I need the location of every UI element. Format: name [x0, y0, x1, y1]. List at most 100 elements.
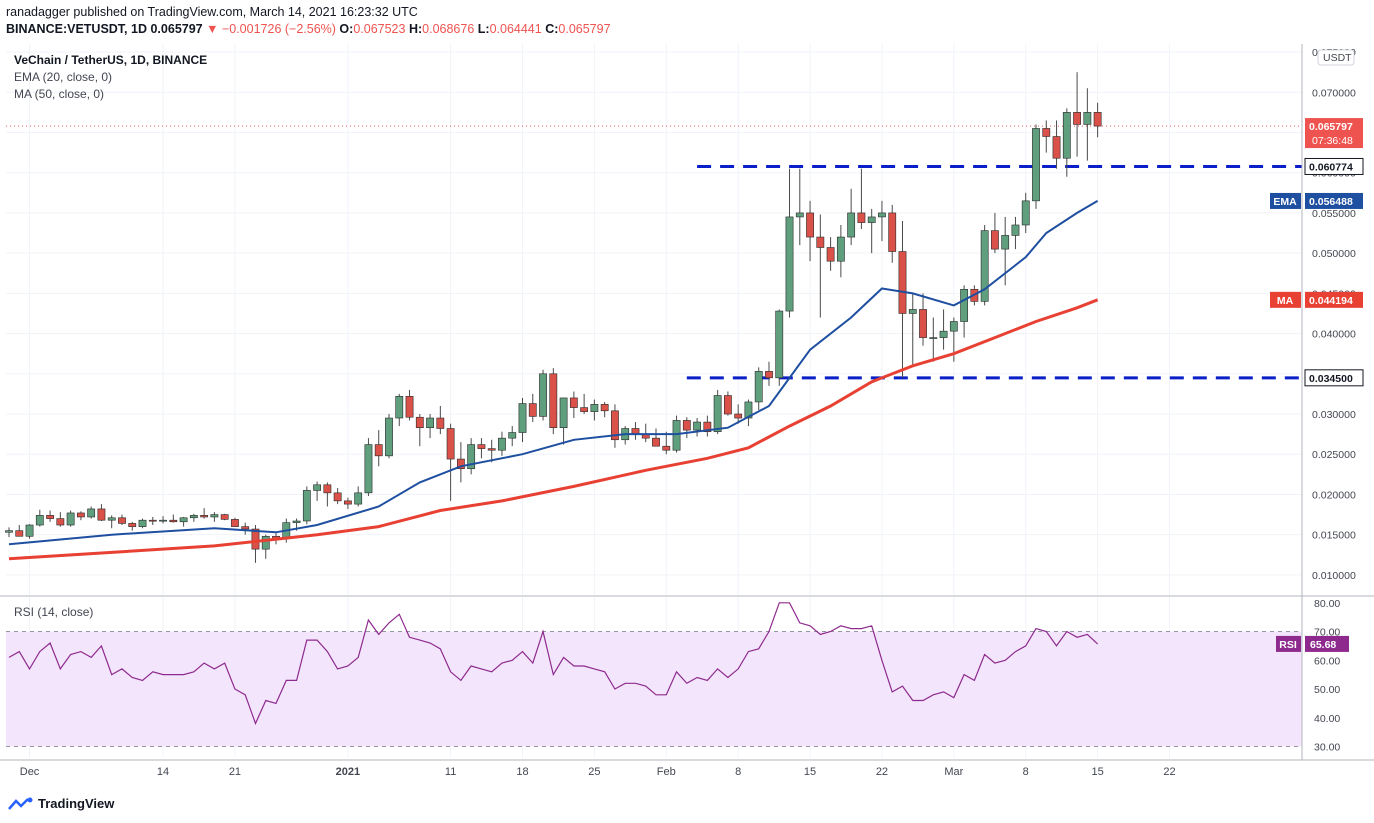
- ema-label-value: 0.056488: [1309, 196, 1353, 208]
- currency-badge-box: [1317, 49, 1355, 66]
- candle-body-down: [220, 514, 229, 520]
- candle: [816, 214, 825, 318]
- chart-header: ranadagger published on TradingView.com,…: [6, 4, 611, 38]
- candle: [580, 393, 589, 415]
- candle-body-up: [518, 403, 527, 433]
- candle: [1083, 88, 1092, 161]
- candle-body-up: [1001, 235, 1010, 250]
- legend-ema: EMA (20, close, 0): [14, 70, 112, 84]
- candle-body-up: [210, 514, 219, 518]
- candle: [148, 516, 157, 526]
- candle: [374, 430, 383, 467]
- candle-body-down: [662, 445, 671, 451]
- time-tick-label: 11: [445, 766, 456, 778]
- candle: [980, 224, 989, 306]
- candle-body-down: [806, 212, 814, 238]
- ma-label: MA 0.044194: [1270, 291, 1363, 308]
- candle: [261, 534, 270, 559]
- candle: [189, 513, 198, 522]
- level-label-box: [1304, 157, 1364, 175]
- time-tick-label: 22: [1163, 766, 1175, 778]
- candle: [929, 317, 938, 362]
- candle-body-up: [949, 321, 958, 332]
- candle: [46, 510, 54, 522]
- candle-body-down: [652, 437, 660, 447]
- candle: [128, 521, 137, 531]
- candle: [323, 482, 332, 507]
- candle-body-down: [600, 404, 609, 412]
- rsi-tick-label: 60.00: [1314, 655, 1340, 667]
- candle-body-up: [292, 520, 301, 523]
- time-tick-label: 15: [804, 766, 816, 778]
- price-tick-label: 0.030000: [1312, 409, 1356, 421]
- candle: [765, 361, 773, 386]
- open-value: 0.067523: [353, 22, 406, 36]
- candle-body-down: [76, 512, 85, 518]
- candle: [836, 224, 845, 278]
- candle-body-up: [785, 216, 794, 312]
- price-tick-label: 0.070000: [1312, 87, 1356, 99]
- candle: [785, 168, 794, 318]
- candle: [1052, 120, 1061, 169]
- time-tick-label: 14: [157, 766, 169, 778]
- candle: [179, 516, 188, 527]
- footer-brand: TradingView: [38, 796, 115, 811]
- low-value: 0.064441: [489, 22, 542, 36]
- candle-body-down: [765, 371, 773, 379]
- candle-body-down: [703, 421, 712, 433]
- candle-body-down: [898, 251, 907, 314]
- candle: [569, 391, 578, 419]
- time-tick-label: 25: [588, 766, 600, 778]
- candle-body-up: [929, 337, 938, 339]
- candle: [908, 293, 917, 366]
- low-label: L:: [477, 22, 490, 36]
- candle: [723, 391, 732, 416]
- candle: [991, 212, 999, 254]
- candle-body-up: [939, 330, 948, 338]
- candle: [960, 285, 969, 338]
- price-tick-label: 0.040000: [1312, 329, 1356, 341]
- candle-body-up: [1011, 224, 1020, 236]
- candle: [395, 393, 404, 427]
- candle-body-down: [251, 528, 260, 550]
- price-change: ▼ −0.001726 (−2.56%): [206, 22, 336, 36]
- candle: [1032, 124, 1040, 209]
- price-tick-label: 0.055000: [1312, 208, 1356, 220]
- candle-body-down: [436, 417, 445, 429]
- countdown: 07:36:48: [1312, 135, 1353, 147]
- candle-body-up: [672, 420, 681, 451]
- candle-body-up: [775, 310, 784, 379]
- candle-body-down: [56, 518, 65, 526]
- rsi-value: 65.68: [1310, 639, 1336, 651]
- price-tick-label: 0.020000: [1312, 489, 1356, 501]
- candle-body-up: [354, 492, 363, 505]
- candle: [867, 208, 876, 254]
- rsi-tick-label: 70.00: [1314, 627, 1340, 639]
- candle: [487, 439, 496, 463]
- candle: [66, 510, 75, 527]
- candle: [436, 405, 445, 435]
- candle-body-up: [847, 212, 856, 238]
- tradingview-logo[interactable]: TradingView: [8, 796, 114, 811]
- candle-body-up: [313, 484, 321, 491]
- candle-body-up: [867, 216, 876, 223]
- close-label: C:: [545, 22, 559, 36]
- rsi-tick-label: 40.00: [1314, 713, 1340, 725]
- time-tick-label: 2021: [336, 766, 360, 778]
- candle: [939, 309, 948, 350]
- candle-body-down: [580, 407, 589, 412]
- indicator-lines: [8, 200, 1099, 561]
- ohlc-row: BINANCE:VETUSDT, 1D 0.065797 ▼ −0.001726…: [6, 21, 611, 38]
- tradingview-logo-icon: [8, 797, 33, 810]
- candle: [456, 442, 465, 483]
- candle: [703, 415, 712, 437]
- candle-body-down: [682, 420, 691, 431]
- candle-body-up: [559, 397, 568, 428]
- ema-label-tag: EMA: [1273, 196, 1297, 208]
- candle-body-up: [693, 421, 701, 431]
- candle: [498, 431, 506, 456]
- high-value: 0.068676: [422, 22, 475, 36]
- candle: [611, 404, 619, 448]
- candle: [754, 367, 763, 410]
